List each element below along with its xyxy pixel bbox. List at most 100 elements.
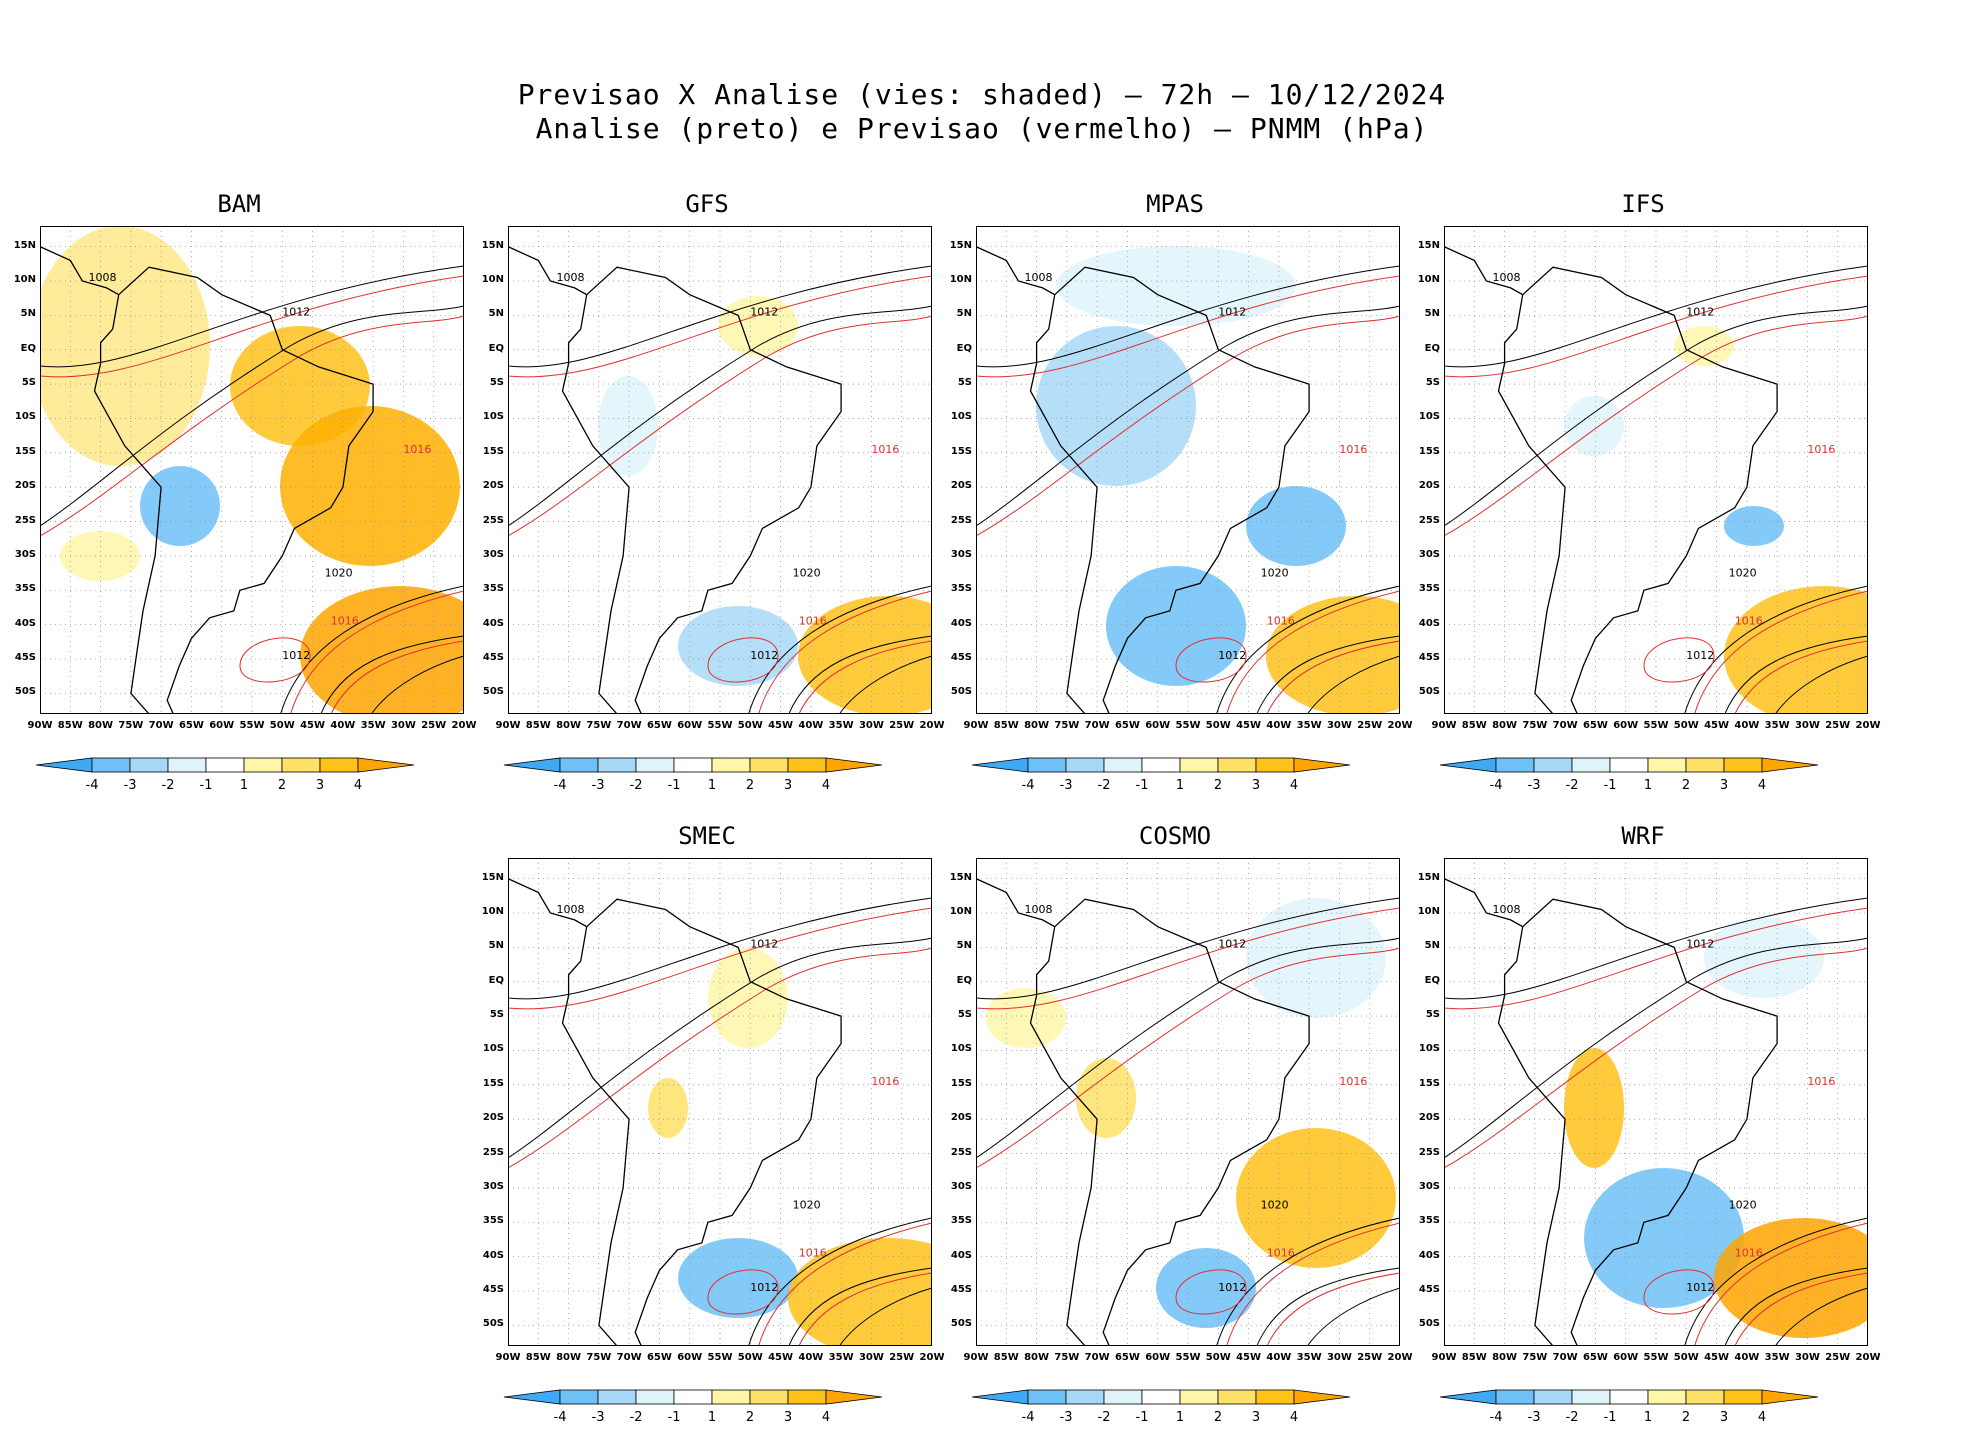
contour-label: 1012 <box>1686 937 1714 950</box>
contour-label: 1012 <box>1686 649 1714 662</box>
bias-shade <box>140 466 220 546</box>
colorbar-arrow-left <box>971 757 1029 773</box>
colorbar-label: -1 <box>199 778 213 793</box>
forecast-contour <box>1694 1222 1868 1346</box>
contour-label: 1016 <box>1339 1075 1367 1088</box>
colorbar-arrow-right <box>1761 757 1819 773</box>
lon-label: 20W <box>1855 1352 1881 1363</box>
coastline <box>1497 898 1778 1346</box>
figure-title: Previsao X Analise (vies: shaded) — 72h … <box>517 78 1447 111</box>
analysis-contour <box>1444 265 1868 368</box>
lat-label: 5N <box>956 308 972 320</box>
forecast-contour <box>758 590 932 714</box>
colorbar-label: 1 <box>1175 778 1185 793</box>
lon-label: 35W <box>828 1352 854 1363</box>
colorbar-arrow-left <box>503 1389 561 1405</box>
colorbar-swatch <box>1533 1389 1573 1405</box>
colorbar-label: -4 <box>85 778 99 793</box>
lon-label: 40W <box>330 720 356 731</box>
lon-label: 80W <box>556 1352 582 1363</box>
lat-label: 30S <box>482 548 504 560</box>
lon-label: 25W <box>421 720 447 731</box>
contour-label: 1016 <box>1807 443 1835 456</box>
contour-label: 1020 <box>1729 1199 1757 1212</box>
contour-label: 1020 <box>325 567 353 580</box>
lon-label: 70W <box>148 720 174 731</box>
bias-shade <box>40 226 210 466</box>
lat-label: 50S <box>482 1318 504 1330</box>
colorbar-swatch <box>1141 757 1181 773</box>
lat-label: 45S <box>482 652 504 663</box>
lon-label: 65W <box>178 720 204 731</box>
lat-label: 5S <box>1425 377 1440 389</box>
colorbar-swatch <box>1065 757 1105 773</box>
map-border <box>976 226 1400 714</box>
lat-label: 40S <box>1418 1249 1440 1261</box>
coastline-central-america <box>976 246 1056 296</box>
contour-label: 1008 <box>556 903 584 916</box>
lon-label: 70W <box>1552 720 1578 731</box>
forecast-contour <box>508 315 932 537</box>
bias-shade <box>598 376 658 476</box>
analysis-contour <box>748 585 932 714</box>
analysis-contour <box>508 897 932 1000</box>
contour-label: 1020 <box>793 1199 821 1212</box>
lon-label: 40W <box>1266 1352 1292 1363</box>
colorbar-swatch <box>597 1389 637 1405</box>
lat-label: 50S <box>1418 686 1440 698</box>
analysis-contour <box>1684 1217 1868 1346</box>
lon-label: 45W <box>300 720 326 731</box>
lat-label: 40S <box>482 617 504 629</box>
lon-label: 80W <box>1492 1352 1518 1363</box>
contour-label: 1012 <box>750 937 778 950</box>
lat-label: 10S <box>482 411 504 423</box>
lon-label: 20W <box>1855 720 1881 731</box>
colorbar-arrow-right <box>825 1389 883 1405</box>
lon-label: 35W <box>360 720 386 731</box>
lat-label: 10N <box>481 905 504 917</box>
forecast-contour <box>976 947 1400 1169</box>
colorbar-swatch <box>711 1389 751 1405</box>
lat-label: 45S <box>950 652 972 663</box>
lat-label: EQ <box>1424 342 1440 354</box>
lon-label: 20W <box>1387 720 1413 731</box>
lat-label: 20S <box>482 480 504 492</box>
contour-label: 1012 <box>282 649 310 662</box>
lat-label: 15S <box>950 445 972 457</box>
lon-label: 65W <box>646 1352 672 1363</box>
colorbar-svg <box>971 757 1351 773</box>
colorbar-svg <box>35 757 415 773</box>
lon-label: 55W <box>1643 1352 1669 1363</box>
lon-label: 25W <box>889 720 915 731</box>
map-frame: 1012 1016 1020 1012 1008 1016 15N 10N 5N EQ 5S 10S 1… <box>14 226 476 731</box>
colorbar-swatch <box>243 757 283 773</box>
forecast-contour <box>976 275 1400 378</box>
colorbar-swatch <box>1571 1389 1611 1405</box>
colorbar-label: -3 <box>591 778 605 793</box>
colorbar-label: 1 <box>1175 1410 1185 1425</box>
panel-title: SMEC <box>678 822 736 850</box>
bias-shade <box>1724 506 1784 546</box>
colorbar-label: 3 <box>315 778 325 793</box>
lat-label: 25S <box>950 514 972 526</box>
forecast-contour <box>798 640 932 714</box>
colorbar-label: 3 <box>1251 1410 1261 1425</box>
colorbar-swatch <box>787 757 827 773</box>
lat-label: 30S <box>950 548 972 560</box>
lon-label: 65W <box>646 720 672 731</box>
lat-label: 40S <box>14 617 36 629</box>
map-frame: 1012 1016 1020 1012 1008 1016 15N 10N 5N EQ 5S 10S 1… <box>1418 226 1880 731</box>
map-canvas: 1012 1016 1020 1012 1008 1016 <box>508 226 932 714</box>
lat-label: 25S <box>950 1146 972 1158</box>
panel-title: BAM <box>217 190 261 218</box>
forecast-contour <box>290 590 464 714</box>
colorbar-arrow-right <box>1761 1389 1819 1405</box>
lon-label: 45W <box>768 720 794 731</box>
colorbar-arrow-left <box>35 757 93 773</box>
colorbar-swatch <box>1179 757 1219 773</box>
colorbar-label: 1 <box>1643 778 1653 793</box>
coastline <box>561 266 842 714</box>
colorbar-arrow-right <box>1293 757 1351 773</box>
forecast-contour <box>1226 590 1400 714</box>
lat-label: 20S <box>482 1112 504 1124</box>
